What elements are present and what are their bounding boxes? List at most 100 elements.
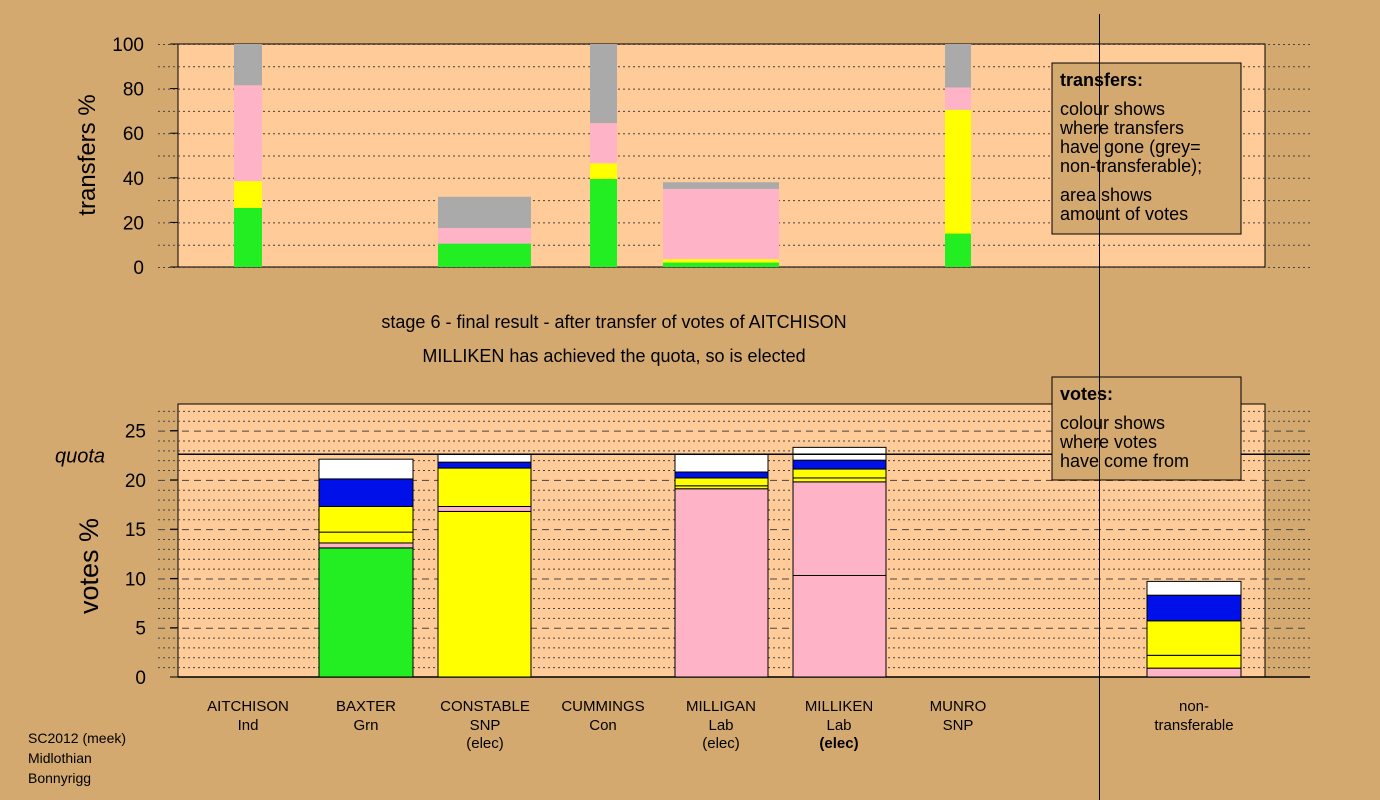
transfers-bar-segment-cummings	[590, 123, 617, 164]
transfers-legend-title: transfers:	[1060, 70, 1143, 90]
transfers-y-tick-label: 100	[112, 35, 144, 56]
votes-bar-segment-milligan	[674, 477, 769, 487]
votes-bar-segment-non	[1146, 654, 1242, 669]
votes-category-party: Con	[589, 717, 617, 734]
votes-bar-segment-constable	[437, 461, 532, 469]
votes-legend-box	[1051, 376, 1242, 481]
votes-bar-segment-milligan	[674, 453, 769, 473]
votes-category-name: non-	[1179, 698, 1209, 715]
transfers-bar-segment-constable	[438, 227, 531, 244]
footer-line1: SC2012 (meek)	[28, 730, 126, 746]
transfers-bar-segment-milligan	[663, 259, 779, 263]
votes-y-tick-label: 20	[125, 471, 146, 492]
votes-category-name: CUMMINGS	[561, 698, 644, 715]
votes-y-tick-label: 15	[125, 520, 146, 541]
footer-line3: Bonnyrigg	[28, 770, 91, 786]
votes-panel: 0 5 10 15 20 25 votes % AITCHISON Ind BAXTER Grn CO…	[55, 376, 1310, 752]
transfers-y-tick-label: 20	[123, 213, 144, 234]
votes-category-party: Lab	[826, 717, 851, 734]
votes-bar-segment-baxter	[318, 458, 414, 480]
votes-bar-segment-milliken	[792, 574, 887, 678]
subtitle-line2: MILLIKEN has achieved the quota, so is e…	[422, 346, 805, 366]
votes-category-elected: (elec)	[819, 735, 858, 752]
transfers-bar-segment-aitchison	[234, 207, 262, 267]
transfers-bar-segment-cummings	[590, 178, 617, 267]
votes-bar-segment-constable	[437, 505, 532, 512]
votes-bar-segment-baxter	[318, 478, 414, 507]
votes-bar-segment-milliken	[792, 459, 887, 470]
votes-bar-segment-milliken	[792, 481, 887, 576]
transfers-legend-line: area shows	[1060, 185, 1152, 205]
transfers-y-tick-label: 60	[123, 124, 144, 145]
votes-legend-line: where votes	[1059, 432, 1157, 452]
votes-bar-segment-baxter	[318, 505, 414, 533]
votes-bar-segment-milliken	[792, 468, 887, 479]
votes-category-party: SNP	[470, 717, 501, 734]
transfers-bar-segment-munro	[945, 109, 971, 234]
transfers-legend-line: amount of votes	[1060, 204, 1188, 224]
transfers-y-tick-label: 40	[123, 169, 144, 190]
votes-y-axis-label: votes %	[74, 518, 104, 614]
transfers-bar-segment-aitchison	[234, 44, 262, 86]
transfers-bar-segment-cummings	[590, 44, 617, 124]
votes-bar-segment-constable	[437, 510, 532, 678]
transfers-bar-segment-milligan	[663, 262, 779, 267]
transfers-bar-segment-constable	[438, 196, 531, 228]
quota-label: quota	[55, 445, 105, 467]
transfers-bar-segment-munro	[945, 233, 971, 267]
votes-category-name: MILLIGAN	[686, 698, 756, 715]
votes-bar-segment-baxter	[318, 531, 414, 544]
votes-bar-segment-milligan	[674, 471, 769, 479]
votes-category-party: SNP	[943, 717, 974, 734]
votes-category-name: MUNRO	[930, 698, 987, 715]
votes-category-elected: (elec)	[466, 735, 504, 752]
votes-category-party: Grn	[353, 717, 378, 734]
votes-bar-segment-non	[1146, 620, 1242, 656]
transfers-legend-box	[1051, 62, 1242, 235]
transfers-legend-line: where transfers	[1059, 118, 1184, 138]
votes-bar-segment-milligan	[674, 488, 769, 678]
subtitle-line1: stage 6 - final result - after transfer …	[381, 312, 846, 332]
transfers-y-axis-label: transfers %	[74, 94, 101, 215]
votes-legend-line: colour shows	[1060, 413, 1165, 433]
transfers-panel: 0 20 40 60 80 100 transfers % transfers: colour …	[74, 35, 1310, 279]
footer-line2: Midlothian	[28, 750, 92, 766]
transfers-bar-segment-constable	[438, 243, 531, 267]
votes-bar-segment-baxter	[318, 542, 414, 549]
transfers-bar-segment-munro	[945, 44, 971, 88]
transfers-bar-segment-milligan	[663, 188, 779, 260]
votes-bar-segment-baxter	[318, 547, 414, 678]
votes-bar-segment-non	[1146, 594, 1242, 622]
votes-y-tick-label: 0	[135, 668, 146, 689]
votes-bar-segment-milliken	[792, 477, 887, 483]
transfers-bar-segment-cummings	[590, 163, 617, 179]
votes-category-name: MILLIKEN	[805, 698, 873, 715]
transfers-legend-line: non-transferable);	[1060, 156, 1202, 176]
votes-y-tick-label: 10	[125, 569, 146, 590]
transfers-y-tick-label: 0	[133, 258, 144, 279]
transfers-legend-line: have gone (grey=	[1060, 137, 1201, 157]
votes-category-party: Lab	[708, 717, 733, 734]
votes-category-party: Ind	[238, 717, 259, 734]
votes-category-elected: (elec)	[702, 735, 740, 752]
transfers-bar-segment-milligan	[663, 182, 779, 189]
transfers-bar-segment-aitchison	[234, 85, 262, 182]
votes-category-name: AITCHISON	[207, 698, 289, 715]
votes-legend-line: have come from	[1060, 451, 1189, 471]
transfers-bar-segment-aitchison	[234, 181, 262, 208]
transfers-legend-line: colour shows	[1060, 99, 1165, 119]
transfers-bar-segment-munro	[945, 87, 971, 110]
votes-legend-title: votes:	[1060, 384, 1113, 404]
votes-category-party: transferable	[1154, 717, 1233, 734]
votes-bar-segment-non	[1146, 667, 1242, 678]
votes-bar-segment-non	[1146, 580, 1242, 596]
votes-category-name: CONSTABLE	[440, 698, 530, 715]
transfers-y-tick-label: 80	[123, 80, 144, 101]
votes-category-name: BAXTER	[336, 698, 396, 715]
votes-y-tick-label: 5	[135, 619, 146, 640]
votes-bar-segment-constable	[437, 467, 532, 507]
votes-y-tick-label: 25	[125, 422, 146, 443]
votes-bar-segment-constable	[437, 453, 532, 463]
